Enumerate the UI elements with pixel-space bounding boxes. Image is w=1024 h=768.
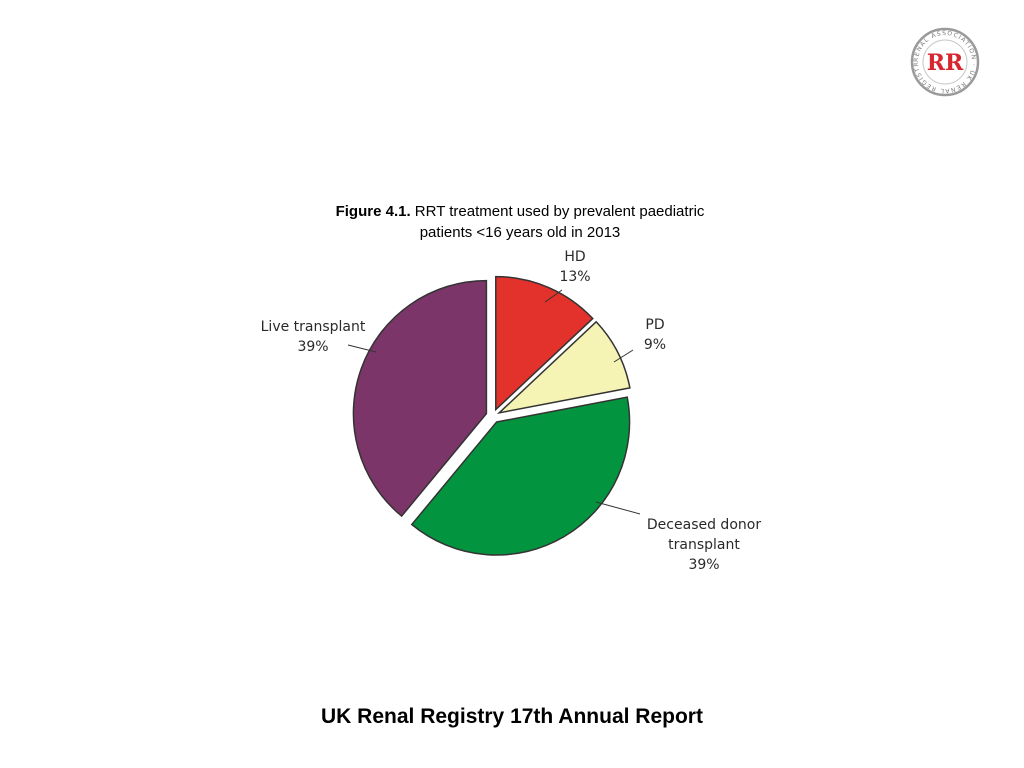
- slice-label-1-0: PD: [645, 317, 664, 333]
- figure-caption-line1: RRT treatment used by prevalent paediatr…: [414, 203, 705, 220]
- pie-slice-deceased-donor-transplant: [410, 396, 631, 556]
- figure-number: Figure 4.1.: [335, 203, 411, 220]
- slice-percent-1-1: 9%: [644, 337, 666, 353]
- leader-line-3: [347, 344, 377, 353]
- figure-caption-line2: patients <16 years old in 2013: [419, 224, 621, 241]
- logo-monogram: RR: [927, 50, 964, 76]
- slice-label-2-0: Deceased donor: [647, 517, 761, 533]
- leader-line-1: [613, 349, 634, 363]
- renal-association-logo-icon: RENAL ASSOCIATION · UK RENAL REGISTRY RR: [910, 27, 980, 97]
- pie-slice-pd: [496, 320, 631, 415]
- leader-line-2: [595, 501, 641, 515]
- slice-percent-0-1: 13%: [559, 269, 590, 285]
- slice-label-2-1: transplant: [668, 537, 740, 553]
- slice-percent-2-2: 39%: [688, 557, 719, 573]
- pie-slice-hd: [495, 275, 594, 412]
- slice-percent-3-1: 39%: [297, 339, 328, 355]
- figure-caption: Figure 4.1. RRT treatment used by preval…: [250, 201, 790, 243]
- pie-slice-live-transplant: [352, 279, 488, 518]
- slice-label-3-0: Live transplant: [261, 319, 366, 335]
- leader-line-0: [544, 289, 563, 303]
- report-footer: UK Renal Registry 17th Annual Report: [321, 705, 703, 728]
- slice-label-0-0: HD: [564, 249, 585, 265]
